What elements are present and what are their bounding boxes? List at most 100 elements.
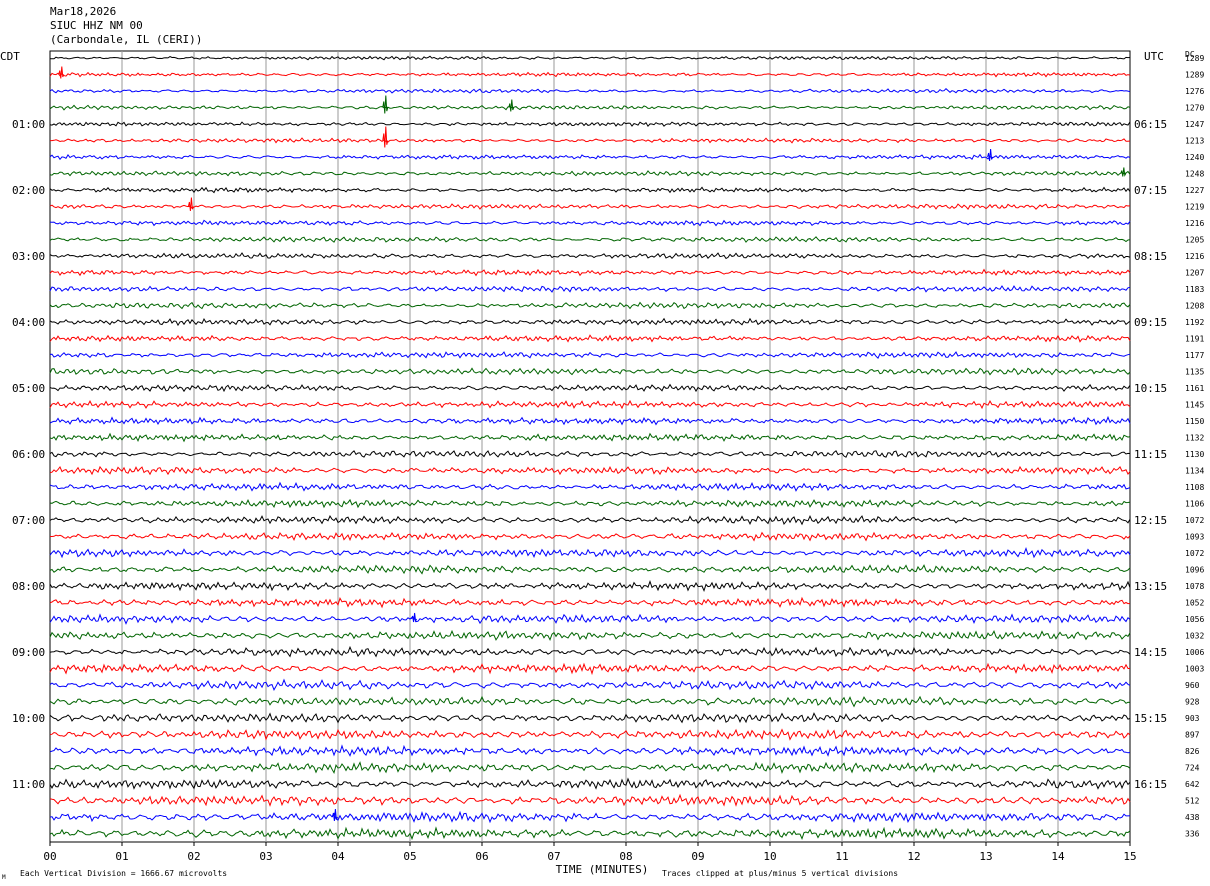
dc-offset-label: 1135 <box>1185 368 1204 377</box>
left-hour-label: 01:00 <box>12 118 45 131</box>
event-spike <box>331 808 338 822</box>
dc-offset-label: 1072 <box>1185 549 1204 558</box>
left-hour-label: 09:00 <box>12 646 45 659</box>
dc-offset-label: 438 <box>1185 813 1200 822</box>
seismic-trace <box>49 268 1131 277</box>
left-hour-label: 08:00 <box>12 580 45 593</box>
right-hour-label: 16:15 <box>1134 778 1167 791</box>
seismic-trace <box>49 761 1131 775</box>
x-tick-label: 14 <box>1051 850 1065 863</box>
seismic-trace <box>49 481 1131 492</box>
dc-offset-label: 1207 <box>1185 269 1204 278</box>
left-timezone-label: CDT <box>0 50 20 63</box>
seismic-trace <box>49 301 1131 310</box>
dc-offset-label: 1108 <box>1185 483 1204 492</box>
x-tick-label: 05 <box>403 850 416 863</box>
dc-offset-label: 1213 <box>1185 137 1204 146</box>
seismic-trace <box>49 645 1131 658</box>
dc-offset-label: 1270 <box>1185 104 1204 113</box>
seismic-trace <box>49 186 1131 194</box>
seismic-trace <box>49 728 1131 741</box>
seismic-trace <box>49 252 1131 260</box>
dc-offset-label: 1132 <box>1185 434 1204 443</box>
event-spike <box>508 99 515 112</box>
seismic-trace <box>49 351 1131 359</box>
left-hour-label: 05:00 <box>12 382 45 395</box>
x-tick-label: 09 <box>691 850 704 863</box>
seismic-trace <box>49 219 1131 227</box>
x-tick-label: 01 <box>115 850 128 863</box>
dc-offset-label: 1134 <box>1185 467 1204 476</box>
left-hour-label: 07:00 <box>12 514 45 527</box>
seismic-trace <box>49 579 1131 593</box>
right-hour-label: 13:15 <box>1134 580 1167 593</box>
event-spike <box>987 148 994 162</box>
seismic-trace <box>49 547 1131 559</box>
seismic-trace <box>49 285 1131 293</box>
left-hour-label: 10:00 <box>12 712 45 725</box>
right-hour-label: 12:15 <box>1134 514 1167 527</box>
dc-offset-label: 1150 <box>1185 417 1204 426</box>
seismic-trace <box>49 104 1131 111</box>
left-hour-label: 03:00 <box>12 250 45 263</box>
seismic-trace <box>49 334 1131 343</box>
x-tick-label: 03 <box>259 850 272 863</box>
seismic-trace <box>49 777 1131 790</box>
footer-scale-note: Each Vertical Division = 1666.67 microvo… <box>20 869 227 878</box>
x-tick-label: 11 <box>835 850 848 863</box>
seismic-trace <box>49 88 1131 94</box>
dc-offset-label: 1003 <box>1185 665 1204 674</box>
dc-offset-label: 903 <box>1185 714 1200 723</box>
right-hour-label: 14:15 <box>1134 646 1167 659</box>
seismic-trace <box>49 564 1131 575</box>
right-hour-label: 15:15 <box>1134 712 1167 725</box>
dc-offset-label: 724 <box>1185 764 1200 773</box>
dc-offset-label: 512 <box>1185 797 1200 806</box>
seismic-trace <box>49 55 1131 61</box>
seismic-trace <box>49 810 1131 824</box>
seismic-trace <box>49 71 1131 78</box>
seismic-trace <box>49 793 1131 807</box>
seismic-trace <box>49 826 1131 841</box>
dc-offset-label: 1183 <box>1185 285 1204 294</box>
seismic-trace <box>49 514 1131 526</box>
x-tick-label: 06 <box>475 850 488 863</box>
dc-offset-label: 1208 <box>1185 302 1204 311</box>
x-tick-label: 15 <box>1123 850 1136 863</box>
right-hour-label: 10:15 <box>1134 382 1167 395</box>
left-hour-label: 11:00 <box>12 778 45 791</box>
seismic-trace <box>49 153 1131 161</box>
dc-offset-label: 1192 <box>1185 318 1204 327</box>
header-location: (Carbondale, IL (CERI)) <box>50 33 203 46</box>
dc-offset-label: 336 <box>1185 830 1200 839</box>
corner-mark: M <box>2 874 6 881</box>
seismic-trace <box>50 137 1131 144</box>
x-tick-label: 02 <box>187 850 200 863</box>
dc-offset-label: 1145 <box>1185 401 1204 410</box>
event-spike <box>1120 167 1127 177</box>
dc-offset-label: 1130 <box>1185 450 1204 459</box>
seismic-trace <box>49 367 1131 376</box>
seismic-trace <box>49 498 1131 509</box>
dc-offset-label: 1216 <box>1185 219 1204 228</box>
seismic-trace <box>49 712 1131 724</box>
right-hour-label: 09:15 <box>1134 316 1167 329</box>
x-tick-label: 10 <box>763 850 776 863</box>
left-hour-label: 02:00 <box>12 184 45 197</box>
seismic-trace <box>49 383 1131 393</box>
dc-offset-label: 1052 <box>1185 599 1204 608</box>
dc-offset-label: 1247 <box>1185 120 1204 129</box>
seismic-trace <box>49 662 1130 676</box>
dc-offset-label: 1289 <box>1185 71 1204 80</box>
x-tick-label: 12 <box>907 850 920 863</box>
dc-offset-label: 928 <box>1185 698 1200 707</box>
dc-offset-label: 1078 <box>1185 582 1204 591</box>
right-hour-label: 08:15 <box>1134 250 1167 263</box>
seismic-trace <box>50 531 1131 542</box>
seismic-trace <box>49 450 1131 458</box>
dc-offset-label: 1093 <box>1185 533 1204 542</box>
left-hour-label: 06:00 <box>12 448 45 461</box>
seismic-trace <box>49 235 1131 243</box>
right-hour-label: 07:15 <box>1134 184 1167 197</box>
